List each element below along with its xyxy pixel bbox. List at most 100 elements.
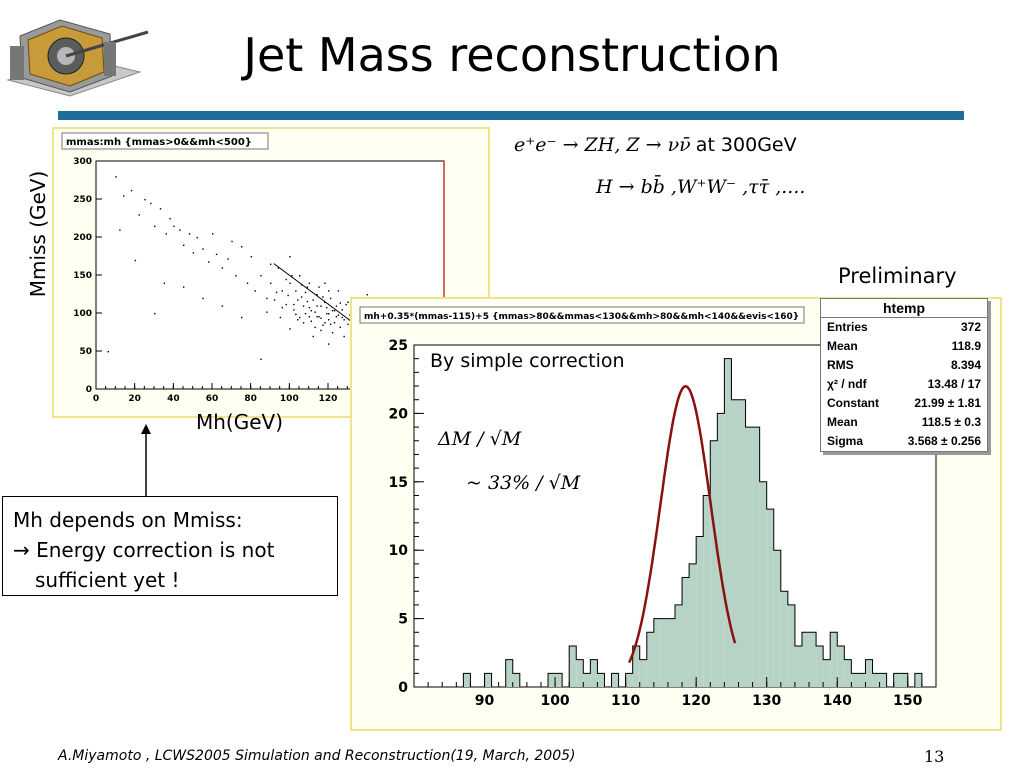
scatter-point <box>366 294 369 296</box>
hist-bin <box>745 427 753 687</box>
x-tick-label: 130 <box>752 693 781 709</box>
slide-footer: A.Miyamoto , LCWS2005 Simulation and Rec… <box>58 748 576 764</box>
hist-bin <box>660 618 668 687</box>
scatter-point <box>312 335 314 338</box>
detector-illustration-icon <box>6 19 149 97</box>
hist-bin <box>576 659 584 687</box>
stats-value: 118.5 ± 0.3 <box>921 415 981 429</box>
scatter-point <box>337 314 340 316</box>
scatter-point <box>202 248 204 250</box>
hist-title: mh+0.35*(mmas-115)+5 {mmas>80&&mmas<130&… <box>364 312 799 322</box>
x-tick-label: 120 <box>319 394 338 404</box>
scatter-point <box>165 233 167 235</box>
scatter-point <box>312 299 314 301</box>
stats-title: htemp <box>821 299 987 318</box>
scatter-point <box>287 294 289 297</box>
y-axis-label: Mmiss (GeV) <box>26 170 50 298</box>
x-tick-label: 150 <box>893 693 922 709</box>
x-tick-label: 20 <box>128 394 141 404</box>
scatter-point <box>324 282 326 284</box>
scatter-point <box>333 309 336 312</box>
scatter-point <box>119 229 121 231</box>
hist-bin <box>738 399 746 687</box>
scatter-point <box>314 311 316 313</box>
correction-note: By simple correction <box>430 350 625 372</box>
hist-bin <box>512 673 520 687</box>
scatter-point <box>310 320 312 322</box>
scatter-point <box>289 328 291 330</box>
hist-bin <box>724 358 732 687</box>
y-tick-label: 300 <box>73 157 92 167</box>
scatter-point <box>150 202 152 205</box>
scatter-point <box>169 218 171 220</box>
y-tick-label: 10 <box>389 543 409 559</box>
hist-bin <box>463 673 471 687</box>
scatter-point <box>134 259 137 262</box>
scatter-point <box>291 275 293 277</box>
scatter-point <box>221 267 224 269</box>
stats-value: 8.394 <box>950 358 981 372</box>
scatter-title-box <box>61 132 269 150</box>
hist-bin <box>583 673 591 687</box>
scatter-point <box>241 316 243 319</box>
resolution-formula: ΔM / √M <box>438 428 522 450</box>
scatter-point <box>123 195 125 197</box>
hist-bin <box>653 618 661 687</box>
hist-bin <box>675 604 683 687</box>
hist-bin <box>837 645 845 687</box>
scatter-point <box>320 329 322 332</box>
scatter-point <box>341 309 343 311</box>
x-tick-label: 110 <box>611 693 640 709</box>
scatter-point <box>306 286 309 288</box>
hist-bin <box>703 495 711 687</box>
hist-bin <box>569 645 577 687</box>
stats-row: RMS 8.394 <box>821 356 987 375</box>
scatter-point <box>304 291 307 294</box>
stats-row: Sigma 3.568 ± 0.256 <box>821 432 987 451</box>
hist-bin <box>625 673 633 687</box>
scatter-point <box>138 214 140 216</box>
scatter-point <box>202 297 204 300</box>
x-tick-label: 40 <box>167 394 180 404</box>
scatter-point <box>339 326 341 329</box>
scatter-point <box>341 316 343 319</box>
scatter-point <box>318 316 320 318</box>
hist-bin <box>484 673 492 687</box>
x-tick-label: 90 <box>475 693 495 709</box>
callout-arrow <box>141 424 151 496</box>
preliminary-label: Preliminary <box>838 264 957 288</box>
hist-bin <box>611 673 619 687</box>
scatter-point <box>345 303 347 306</box>
stats-value: 13.48 / 17 <box>927 377 981 391</box>
scatter-point <box>273 299 276 301</box>
scatter-point <box>343 319 345 321</box>
scatter-point <box>285 303 287 306</box>
scatter-point <box>306 300 309 303</box>
scatter-point <box>349 314 351 316</box>
hist-title-box <box>359 306 805 324</box>
hist-bin <box>858 673 866 687</box>
scatter-point <box>333 322 336 324</box>
stats-row: Mean 118.5 ± 0.3 <box>821 413 987 432</box>
scatter-point <box>260 275 262 277</box>
scatter-point <box>154 313 156 315</box>
scatter-point <box>318 286 320 288</box>
scatter-point <box>208 261 210 263</box>
y-tick-label: 250 <box>73 195 92 205</box>
callout-line-1: Mh depends on Mmiss: <box>13 508 243 532</box>
scatter-point <box>347 301 349 303</box>
scatter-point <box>308 306 311 309</box>
y-tick-label: 5 <box>398 612 408 628</box>
stats-value: 118.9 <box>951 339 981 353</box>
scatter-point <box>328 343 330 345</box>
scatter-point <box>281 306 283 309</box>
hist-bin <box>689 563 697 687</box>
stats-box: htemp Entries 372 Mean 118.9 RMS 8.394 χ² / nd… <box>820 298 988 452</box>
scatter-point <box>246 282 249 284</box>
hist-bin <box>809 632 817 687</box>
scatter-point <box>173 225 175 227</box>
stats-label: Mean <box>827 339 858 353</box>
scatter-point <box>266 311 268 313</box>
y-tick-label: 200 <box>73 233 92 243</box>
stats-row: Constant 21.99 ± 1.81 <box>821 394 987 413</box>
